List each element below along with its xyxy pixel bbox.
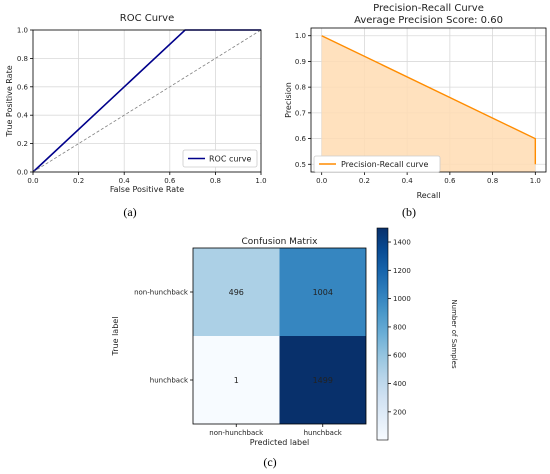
pr-ytick-label: 0.6: [295, 135, 307, 143]
heatmap-ytick-label: non-hunchback: [134, 289, 189, 297]
pr-xlabel: Recall: [417, 191, 441, 200]
heatmap-cell-value: 496: [229, 288, 244, 297]
heatmap-frame: [192, 247, 367, 425]
pr-ytick-label: 0.8: [295, 84, 306, 92]
colorbar-tick-label: 600: [393, 352, 406, 360]
roc-ytick-label: 0.0: [17, 169, 28, 177]
pr-curve-line: [321, 35, 537, 165]
roc-chart: 0.0 0.2 0.4 0.6 0.8 1.0 0.0 0.2 0.4 0.6 0.8 1.0 ROC …: [5, 13, 267, 194]
pr-title: Precision-Recall Curve: [373, 3, 484, 14]
roc-legend-label: ROC curve: [209, 155, 251, 164]
heatmap-cell: [279, 336, 366, 424]
heatmap-title: Confusion Matrix: [242, 237, 319, 247]
pr-subtitle: Average Precision Score: 0.60: [354, 15, 503, 26]
confusion-matrix-chart: 496 1004 1 1499 non-hunchback hunchback non-hu…: [111, 227, 458, 447]
colorbar-tick-label: 400: [393, 380, 406, 388]
colorbar: [376, 227, 389, 441]
colorbar-tick-label: 1400: [393, 239, 411, 247]
colorbar-tick-label: 200: [393, 408, 406, 416]
subfigure-caption: (b): [402, 205, 416, 219]
roc-xtick-label: 0.4: [119, 177, 131, 185]
heatmap-ylabel: True label: [111, 317, 120, 357]
colorbar-label: Number of Samples: [450, 299, 458, 369]
pr-ytick-label: 0.5: [295, 161, 306, 169]
roc-xtick-label: 0.0: [27, 177, 38, 185]
roc-xtick-label: 1.0: [255, 177, 266, 185]
roc-ytick-label: 0.4: [17, 112, 29, 120]
roc-title: ROC Curve: [120, 13, 174, 24]
pr-ylabel: Precision: [284, 82, 293, 118]
heatmap-cell-value: 1004: [313, 288, 333, 297]
subfigure-caption: (c): [263, 455, 276, 469]
roc-xlabel: False Positive Rate: [110, 185, 184, 194]
pr-chart: 0.0 0.2 0.4 0.6 0.8 1.0 0.5 0.6 0.7 0.8 0.9 1.0 Prec…: [284, 3, 547, 200]
roc-ytick-label: 0.8: [17, 55, 28, 63]
roc-ytick-label: 0.2: [17, 140, 28, 148]
pr-xtick-label: 0.6: [444, 177, 456, 185]
roc-xtick-label: 0.8: [210, 177, 221, 185]
heatmap-cell: [193, 336, 280, 424]
pr-legend-label: Precision-Recall curve: [341, 160, 428, 169]
pr-area-fill: [321, 35, 536, 172]
pr-xtick-label: 0.8: [487, 177, 498, 185]
heatmap-ytick-label: hunchback: [150, 377, 189, 385]
pr-ytick-label: 0.7: [295, 109, 306, 117]
heatmap-xtick-label: hunchback: [304, 429, 343, 437]
heatmap-cell: [193, 248, 280, 336]
pr-xtick-label: 0.2: [359, 177, 370, 185]
heatmap-cell-value: 1499: [313, 376, 333, 385]
colorbar-tick-label: 1000: [393, 295, 411, 303]
heatmap-cell: [279, 248, 366, 336]
roc-xtick-label: 0.2: [73, 177, 84, 185]
roc-xtick-label: 0.6: [164, 177, 176, 185]
colorbar-tick-label: 1200: [393, 267, 411, 275]
roc-ytick-label: 1.0: [17, 27, 28, 35]
pr-xtick-label: 1.0: [530, 177, 541, 185]
pr-xtick-label: 0.0: [316, 177, 327, 185]
heatmap-cell-value: 1: [234, 376, 239, 385]
pr-ytick-label: 0.9: [295, 58, 306, 66]
pr-legend-box: [313, 155, 441, 173]
heatmap-xlabel: Predicted label: [250, 438, 309, 447]
pr-ytick-label: 1.0: [295, 32, 306, 40]
subfigure-caption: (a): [123, 205, 136, 219]
roc-legend-box: [182, 149, 258, 168]
colorbar-tick-label: 800: [393, 323, 406, 331]
roc-ylabel: True Positive Rate: [5, 65, 14, 137]
pr-xtick-label: 0.4: [402, 177, 414, 185]
roc-frame: [32, 29, 262, 173]
heatmap-xtick-label: non-hunchback: [209, 429, 264, 437]
roc-ytick-label: 0.6: [17, 83, 29, 91]
